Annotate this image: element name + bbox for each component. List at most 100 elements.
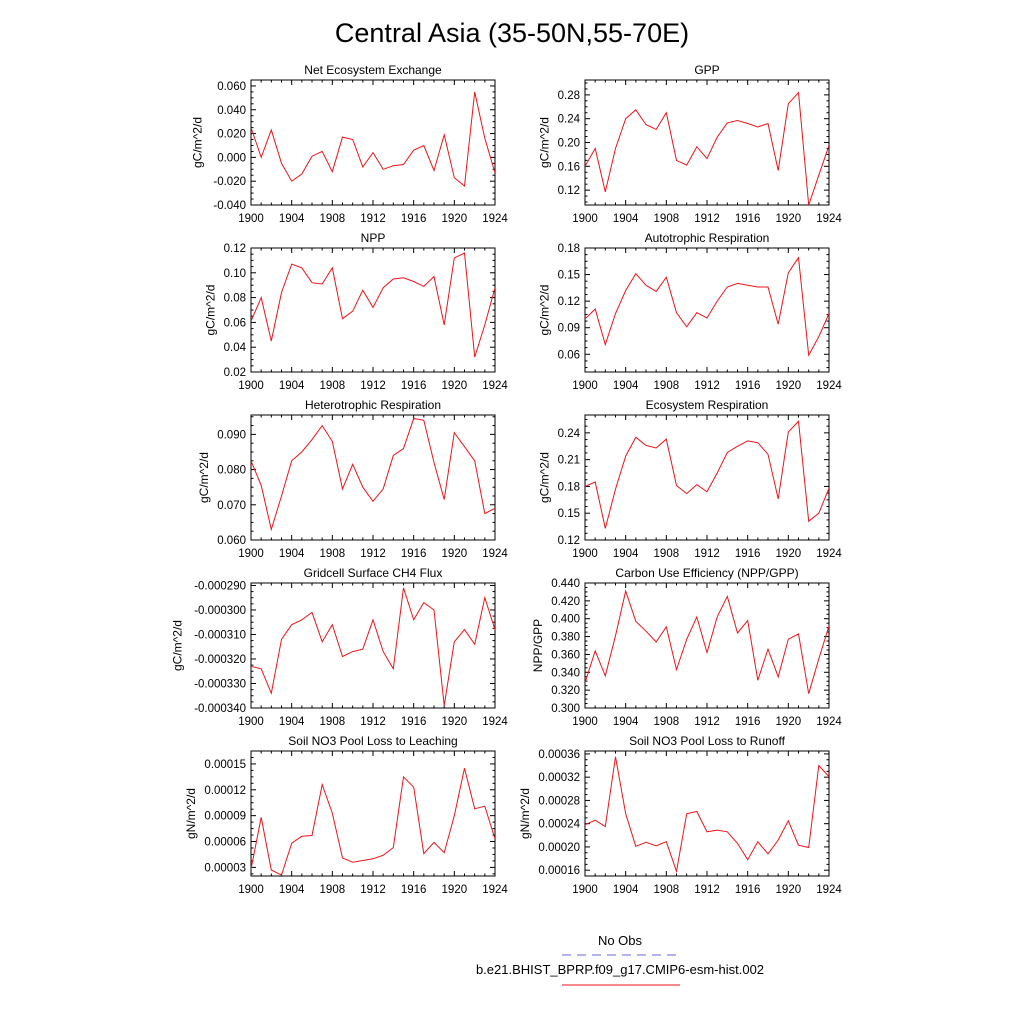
x-tick-label: 1904 xyxy=(279,884,305,896)
x-tick-label: 1912 xyxy=(360,884,386,896)
y-tick-label: 0.360 xyxy=(551,649,580,661)
panel-title: Ecosystem Respiration xyxy=(646,398,769,412)
x-tick-label: 1920 xyxy=(442,213,468,225)
plot-frame xyxy=(250,414,496,541)
x-tick-label: 1916 xyxy=(735,716,761,728)
x-tick-label: 1920 xyxy=(776,884,802,896)
x-tick-label: 1908 xyxy=(320,548,346,560)
x-tick-label: 1908 xyxy=(654,884,680,896)
y-tick-label: 0.08 xyxy=(224,293,246,305)
y-tick-label: 0.16 xyxy=(558,161,580,173)
x-tick-label: 1924 xyxy=(816,213,842,225)
x-tick-label: 1916 xyxy=(735,213,761,225)
y-tick-label: 0.090 xyxy=(217,429,246,441)
y-tick-label: 0.15 xyxy=(558,508,580,520)
y-tick-label: -0.000330 xyxy=(194,678,246,690)
y-axis-label: gC/m^2/d xyxy=(538,452,552,503)
y-tick-label: 0.09 xyxy=(558,323,580,335)
y-tick-label: 0.420 xyxy=(551,596,580,608)
panel-title: Net Ecosystem Exchange xyxy=(304,63,442,77)
x-tick-label: 1900 xyxy=(572,716,598,728)
y-tick-label: 0.080 xyxy=(217,465,246,477)
x-tick-label: 1912 xyxy=(360,716,386,728)
series-line xyxy=(585,420,829,529)
y-tick-label: 0.00003 xyxy=(204,862,246,874)
panel-title: Soil NO3 Pool Loss to Runoff xyxy=(629,734,786,748)
x-tick-label: 1916 xyxy=(401,884,427,896)
y-tick-label: 0.00016 xyxy=(538,865,580,877)
panel-5: Ecosystem Respiration 1900 1904 1908 1912 191… xyxy=(538,398,843,560)
x-tick-label: 1900 xyxy=(572,548,598,560)
x-tick-label: 1916 xyxy=(735,884,761,896)
y-axis-label: gC/m^2/d xyxy=(197,452,211,503)
y-tick-label: 0.10 xyxy=(224,268,246,280)
y-tick-label: -0.020 xyxy=(213,176,246,188)
y-axis-label: gC/m^2/d xyxy=(190,117,204,168)
y-tick-label: 0.12 xyxy=(558,185,580,197)
y-tick-label: 0.20 xyxy=(558,138,580,150)
x-tick-label: 1924 xyxy=(482,716,508,728)
x-tick-label: 1908 xyxy=(654,213,680,225)
x-tick-label: 1920 xyxy=(442,716,468,728)
y-tick-label: 0.12 xyxy=(224,243,246,255)
panel-1: GPP 1900 1904 1908 1912 1916 1920 1924 0.12 0.16 0… xyxy=(538,63,843,225)
x-tick-label: 1900 xyxy=(572,884,598,896)
x-tick-label: 1924 xyxy=(816,884,842,896)
y-tick-label: -0.000290 xyxy=(194,580,246,592)
y-axis-label: gC/m^2/d xyxy=(538,285,552,336)
panel-title: Soil NO3 Pool Loss to Leaching xyxy=(288,734,457,748)
x-tick-label: 1900 xyxy=(238,213,264,225)
y-tick-label: 0.00006 xyxy=(204,837,246,849)
x-tick-label: 1912 xyxy=(694,884,720,896)
legend-label-no-obs: No Obs xyxy=(598,933,643,948)
series-line xyxy=(251,768,495,876)
panel-9: Soil NO3 Pool Loss to Runoff 1900 1904 1908… xyxy=(518,734,843,896)
x-tick-label: 1920 xyxy=(442,884,468,896)
y-tick-label: 0.28 xyxy=(558,90,580,102)
x-tick-label: 1920 xyxy=(776,548,802,560)
x-tick-label: 1916 xyxy=(735,380,761,392)
panels: Net Ecosystem Exchange 1900 1904 1908 1912 19… xyxy=(171,63,843,896)
y-tick-label: 0.300 xyxy=(551,703,580,715)
y-tick-label: 0.12 xyxy=(558,535,580,547)
x-tick-label: 1912 xyxy=(360,213,386,225)
y-axis-label: gC/m^2/d xyxy=(204,285,218,336)
x-tick-label: 1904 xyxy=(613,213,639,225)
panel-8: Soil NO3 Pool Loss to Leaching 1900 1904 19… xyxy=(184,734,509,896)
y-tick-label: -0.000320 xyxy=(194,654,246,666)
x-tick-label: 1900 xyxy=(572,380,598,392)
x-tick-label: 1920 xyxy=(776,716,802,728)
series-line xyxy=(251,91,495,187)
y-tick-label: 0.020 xyxy=(217,129,246,141)
y-tick-label: 0.00024 xyxy=(538,819,580,831)
y-tick-label: -0.040 xyxy=(213,200,246,212)
x-tick-label: 1916 xyxy=(401,213,427,225)
series-line xyxy=(251,417,495,532)
y-tick-label: 0.04 xyxy=(224,342,247,354)
series-line xyxy=(585,91,829,205)
panel-title: NPP xyxy=(361,231,386,245)
plot-frame xyxy=(584,414,830,541)
y-tick-label: 0.06 xyxy=(224,317,246,329)
x-tick-label: 1912 xyxy=(694,380,720,392)
y-tick-label: 0.00015 xyxy=(204,759,246,771)
x-tick-label: 1924 xyxy=(816,716,842,728)
y-tick-label: 0.340 xyxy=(551,667,580,679)
y-tick-label: 0.12 xyxy=(558,296,580,308)
x-tick-label: 1916 xyxy=(735,548,761,560)
plot-frame xyxy=(250,79,496,206)
panel-title: Carbon Use Efficiency (NPP/GPP) xyxy=(615,566,798,580)
x-tick-label: 1912 xyxy=(360,380,386,392)
legend: No Obs b.e21.BHIST_BPRP.f09_g17.CMIP6-es… xyxy=(476,933,764,986)
y-tick-label: 0.00020 xyxy=(538,842,580,854)
y-tick-label: 0.18 xyxy=(558,481,580,493)
x-tick-label: 1916 xyxy=(401,548,427,560)
series-line xyxy=(585,589,829,694)
x-tick-label: 1912 xyxy=(694,213,720,225)
y-tick-label: 0.00012 xyxy=(204,785,246,797)
y-tick-label: -0.000300 xyxy=(194,605,246,617)
x-tick-label: 1924 xyxy=(482,548,508,560)
y-tick-label: 0.060 xyxy=(217,535,246,547)
y-tick-label: -0.000340 xyxy=(194,703,246,715)
